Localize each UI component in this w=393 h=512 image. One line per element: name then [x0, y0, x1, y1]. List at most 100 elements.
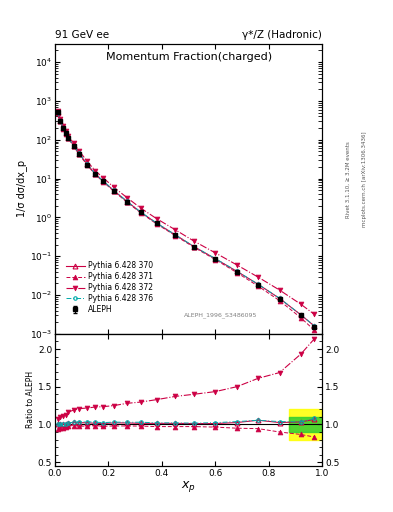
Pythia 6.428 372 — [256, 274, 261, 280]
Pythia 6.428 376 — [312, 323, 317, 329]
Pythia 6.428 371 — [173, 232, 178, 239]
Pythia 6.428 370 — [125, 199, 130, 205]
Pythia 6.428 376 — [299, 312, 303, 318]
Y-axis label: 1/σ dσ/dx_p: 1/σ dσ/dx_p — [16, 160, 27, 217]
Pythia 6.428 371 — [85, 162, 90, 168]
Pythia 6.428 372 — [66, 133, 71, 139]
Pythia 6.428 371 — [256, 283, 261, 289]
Text: 91 GeV ee: 91 GeV ee — [55, 30, 109, 40]
Pythia 6.428 376 — [85, 161, 90, 167]
Pythia 6.428 371 — [213, 257, 218, 263]
Pythia 6.428 372 — [77, 147, 81, 154]
Pythia 6.428 371 — [63, 131, 68, 137]
Pythia 6.428 370 — [112, 187, 116, 194]
Pythia 6.428 376 — [63, 130, 68, 136]
Pythia 6.428 372 — [72, 140, 76, 146]
Pythia 6.428 376 — [125, 199, 130, 205]
Pythia 6.428 371 — [234, 269, 239, 275]
Text: mcplots.cern.ch [arXiv:1306.3436]: mcplots.cern.ch [arXiv:1306.3436] — [362, 132, 367, 227]
Text: ALEPH_1996_S3486095: ALEPH_1996_S3486095 — [184, 312, 257, 318]
Pythia 6.428 370 — [256, 281, 261, 287]
Pythia 6.428 372 — [55, 108, 60, 114]
Pythia 6.428 372 — [154, 216, 159, 222]
Pythia 6.428 372 — [61, 123, 65, 130]
Pythia 6.428 372 — [85, 158, 90, 164]
X-axis label: $x_p$: $x_p$ — [181, 479, 196, 494]
Pythia 6.428 371 — [58, 118, 63, 124]
Pythia 6.428 370 — [77, 151, 81, 157]
Pythia 6.428 371 — [277, 297, 282, 304]
Pythia 6.428 372 — [112, 184, 116, 190]
Pythia 6.428 370 — [312, 323, 317, 329]
Pythia 6.428 372 — [63, 129, 68, 135]
Pythia 6.428 372 — [312, 311, 317, 317]
Pythia 6.428 370 — [192, 244, 196, 250]
Text: γ*/Z (Hadronic): γ*/Z (Hadronic) — [242, 30, 322, 40]
Pythia 6.428 370 — [154, 220, 159, 226]
Pythia 6.428 376 — [55, 109, 60, 115]
Pythia 6.428 376 — [66, 135, 71, 141]
Pythia 6.428 370 — [72, 143, 76, 149]
Pythia 6.428 371 — [192, 244, 196, 250]
Pythia 6.428 371 — [299, 315, 303, 321]
Pythia 6.428 371 — [112, 188, 116, 195]
Pythia 6.428 372 — [213, 250, 218, 256]
Pythia 6.428 371 — [66, 135, 71, 141]
Pythia 6.428 376 — [213, 255, 218, 262]
Pythia 6.428 372 — [101, 175, 105, 181]
Pythia 6.428 371 — [61, 126, 65, 132]
Pythia 6.428 371 — [55, 110, 60, 116]
Pythia 6.428 372 — [234, 262, 239, 268]
Pythia 6.428 370 — [85, 161, 90, 167]
Pythia 6.428 370 — [234, 268, 239, 274]
Pythia 6.428 371 — [72, 143, 76, 150]
Line: Pythia 6.428 372: Pythia 6.428 372 — [55, 108, 317, 317]
Pythia 6.428 370 — [299, 312, 303, 318]
Pythia 6.428 370 — [138, 209, 143, 215]
Pythia 6.428 370 — [173, 232, 178, 238]
Line: Pythia 6.428 376: Pythia 6.428 376 — [56, 110, 316, 328]
Pythia 6.428 376 — [101, 178, 105, 184]
Pythia 6.428 370 — [61, 125, 65, 131]
Pythia 6.428 376 — [154, 220, 159, 226]
Pythia 6.428 376 — [173, 232, 178, 238]
Pythia 6.428 376 — [138, 209, 143, 215]
Y-axis label: Ratio to ALEPH: Ratio to ALEPH — [26, 371, 35, 429]
Pythia 6.428 372 — [93, 167, 97, 174]
Pythia 6.428 371 — [101, 179, 105, 185]
Pythia 6.428 370 — [58, 118, 63, 124]
Pythia 6.428 372 — [173, 227, 178, 233]
Pythia 6.428 370 — [101, 178, 105, 184]
Pythia 6.428 370 — [93, 171, 97, 177]
Pythia 6.428 376 — [93, 170, 97, 177]
Text: Momentum Fraction(charged): Momentum Fraction(charged) — [106, 52, 272, 62]
Pythia 6.428 370 — [277, 295, 282, 302]
Pythia 6.428 372 — [277, 287, 282, 293]
Pythia 6.428 372 — [138, 205, 143, 211]
Pythia 6.428 371 — [154, 221, 159, 227]
Text: Rivet 3.1.10, ≥ 3.2M events: Rivet 3.1.10, ≥ 3.2M events — [346, 141, 351, 218]
Pythia 6.428 370 — [213, 255, 218, 262]
Pythia 6.428 372 — [192, 238, 196, 244]
Pythia 6.428 371 — [77, 151, 81, 157]
Pythia 6.428 370 — [63, 131, 68, 137]
Pythia 6.428 372 — [58, 116, 63, 122]
Pythia 6.428 376 — [277, 295, 282, 301]
Pythia 6.428 376 — [58, 118, 63, 124]
Pythia 6.428 376 — [234, 268, 239, 274]
Pythia 6.428 371 — [138, 209, 143, 216]
Pythia 6.428 376 — [77, 151, 81, 157]
Pythia 6.428 370 — [55, 109, 60, 115]
Pythia 6.428 376 — [192, 243, 196, 249]
Line: Pythia 6.428 370: Pythia 6.428 370 — [55, 110, 317, 328]
Line: Pythia 6.428 371: Pythia 6.428 371 — [55, 111, 317, 333]
Pythia 6.428 372 — [125, 195, 130, 201]
Pythia 6.428 370 — [66, 135, 71, 141]
Pythia 6.428 371 — [125, 199, 130, 205]
Pythia 6.428 371 — [93, 172, 97, 178]
Legend: Pythia 6.428 370, Pythia 6.428 371, Pythia 6.428 372, Pythia 6.428 376, ALEPH: Pythia 6.428 370, Pythia 6.428 371, Pyth… — [64, 260, 154, 315]
Pythia 6.428 376 — [72, 143, 76, 149]
Pythia 6.428 372 — [299, 301, 303, 307]
Pythia 6.428 376 — [61, 125, 65, 131]
Pythia 6.428 371 — [312, 327, 317, 333]
